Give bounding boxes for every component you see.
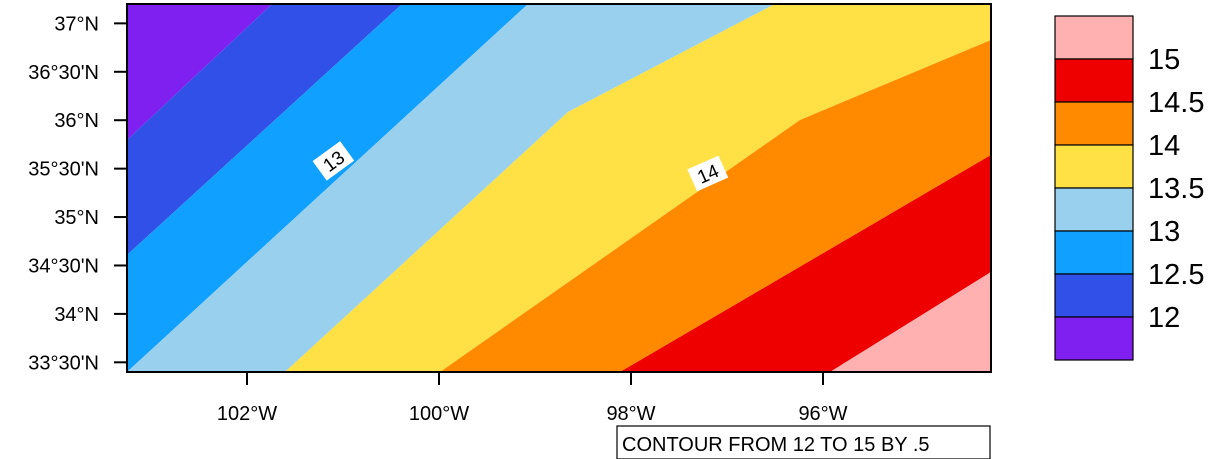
latitude-axis: 37°N 36°30'N 36°N 35°30'N 35°N 34°30'N 34°N 33°…: [28, 13, 127, 374]
legend-label: 12: [1148, 302, 1180, 334]
lat-tick-label: 35°N: [54, 207, 99, 229]
legend-swatch: [1054, 101, 1134, 146]
legend-label: 13: [1148, 216, 1180, 248]
longitude-axis: 102°W 100°W 98°W 96°W: [217, 372, 848, 425]
lat-tick-label: 35°30'N: [28, 159, 99, 181]
lat-tick-label: 36°N: [54, 110, 99, 132]
lat-tick-label: 34°30'N: [28, 255, 99, 277]
band-13.5-to-14: [285, 4, 991, 372]
lat-tick-label: 36°30'N: [28, 62, 99, 84]
footer-contour-info: CONTOUR FROM 12 TO 15 BY .5: [622, 434, 930, 456]
legend-swatch: [1054, 15, 1134, 60]
lat-tick-label: 37°N: [54, 13, 99, 35]
plot-area: [127, 4, 991, 372]
legend-swatch: [1054, 187, 1134, 232]
band-14.5-to-15: [620, 155, 991, 372]
lon-tick-label: 96°W: [798, 403, 847, 425]
legend-label: 13.5: [1148, 173, 1204, 205]
legend-label: 15: [1148, 44, 1180, 76]
plot-frame: [126, 3, 992, 373]
band-above-15: [830, 272, 991, 372]
lat-tick-label: 33°30'N: [28, 352, 99, 374]
footer-box: [616, 425, 991, 459]
legend-label: 14: [1148, 130, 1180, 162]
lon-tick-label: 102°W: [217, 403, 277, 425]
lat-tick-label: 34°N: [54, 304, 99, 326]
lon-tick-label: 98°W: [606, 403, 655, 425]
band-14-to-14.5: [440, 40, 991, 372]
legend-label: 12.5: [1148, 259, 1204, 291]
legend-swatch: [1054, 58, 1134, 103]
band-13-to-13.5: [127, 4, 775, 372]
legend-swatch: [1054, 273, 1134, 318]
contour-label-box: [312, 141, 355, 181]
legend-swatch: [1054, 316, 1134, 361]
legend-swatch: [1054, 230, 1134, 275]
color-legend: 15 14.5 14 13.5 13 12.5 12: [1054, 15, 1204, 361]
legend-label: 14.5: [1148, 87, 1204, 119]
legend-swatch: [1054, 144, 1134, 189]
contour-label-box: [687, 155, 729, 192]
lon-tick-label: 100°W: [409, 403, 469, 425]
